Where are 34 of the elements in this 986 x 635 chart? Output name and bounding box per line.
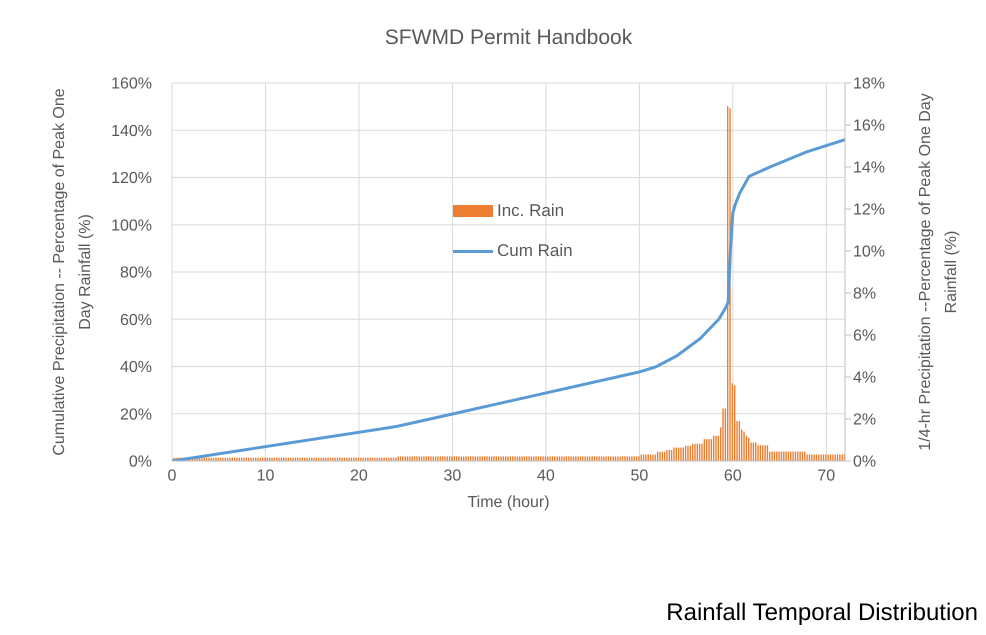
y2-tick-label: 8% [853,286,876,303]
y2-tick-label: 10% [853,244,886,261]
y-tick-label: 20% [120,406,152,424]
x-tick-label: 10 [256,467,274,484]
x-tick-label: 0 [168,467,177,484]
text: Rainfall Temporal Distribution [666,599,978,627]
y-tick-label: 160% [111,76,152,93]
y2-tick-label: 16% [853,118,886,135]
y2-tick-label: 14% [853,160,886,177]
x-tick-label: 50 [630,467,648,484]
y2-tick-label: 2% [853,412,876,429]
x-tick-label: 20 [350,467,368,484]
y2-tick-label: 4% [853,370,876,387]
legend-label: Inc. Rain [497,201,564,221]
x-tick-label: 70 [817,467,836,484]
y-tick-label: 80% [120,264,152,282]
y2-tick-label: 0% [853,454,876,471]
y-tick-label: 120% [111,170,152,188]
y2-tick-label: 18% [853,76,886,93]
y-tick-label: 0% [128,454,152,471]
y-axis-title: Cumulative Precipitation -- Percentage of Peak One Day Rainfall (%) [51,88,94,456]
x-tick-label: 30 [444,467,462,484]
y2-tick-label: 12% [853,202,886,219]
x-tick-label: 40 [536,467,555,484]
legend-label: Cum Rain [497,241,573,261]
y-tick-label: 60% [120,312,152,329]
chart-title: SFWMD Permit Handbook [384,26,634,50]
y-tick-label: 140% [111,122,152,140]
y2-axis-title: 1/4-hr Precipitation --Percentage of Peak One Day Rainfall (%) [917,93,960,451]
x-tick-label: 60 [724,467,742,484]
y2-tick-label: 6% [853,328,876,345]
x-axis-title: Time (hour) [467,494,550,511]
y-tick-label: 100% [111,217,152,234]
y-tick-label: 40% [120,359,152,376]
